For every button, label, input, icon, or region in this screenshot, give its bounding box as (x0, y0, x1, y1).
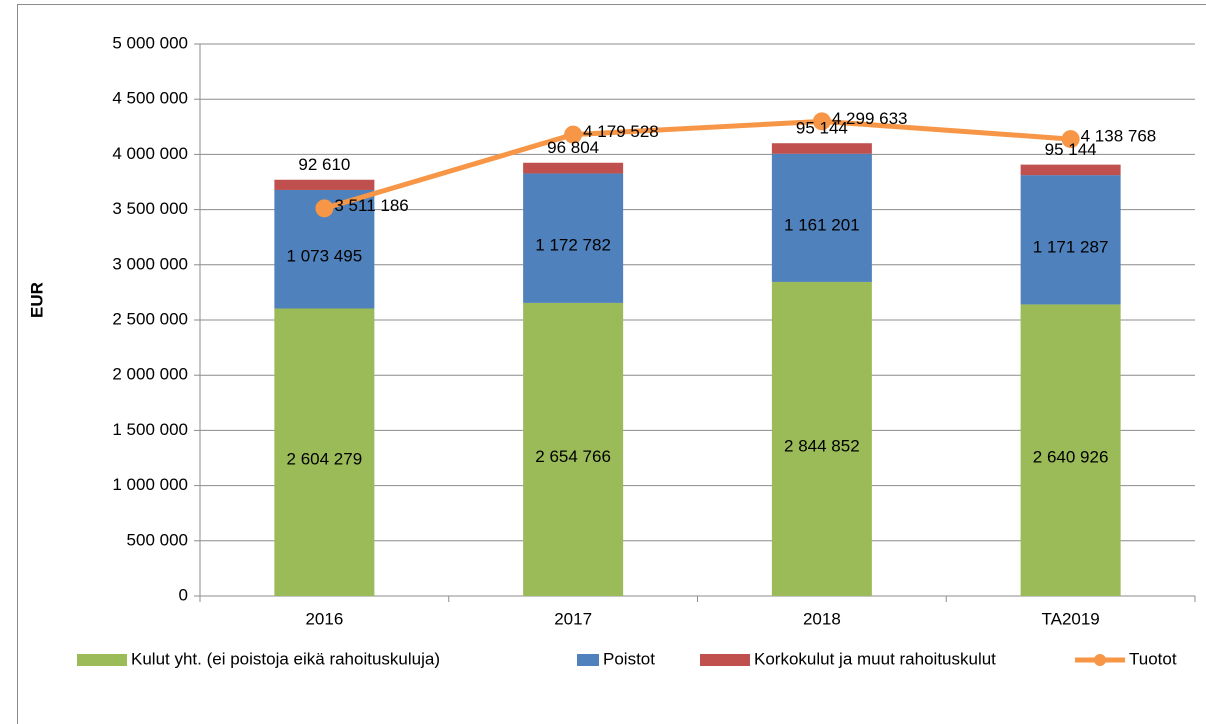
x-tick-label: 2016 (305, 609, 343, 628)
bar-segment (1020, 175, 1121, 305)
x-tick-label: TA2019 (1041, 609, 1099, 628)
y-tick-label: 2 500 000 (112, 309, 188, 328)
data-label: 96 804 (547, 138, 599, 157)
data-label: 1 073 495 (287, 247, 363, 266)
data-label: 2 640 926 (1033, 448, 1109, 467)
y-tick-label: 1 500 000 (112, 420, 188, 439)
legend-label: Korkokulut ja muut rahoituskulut (754, 649, 996, 668)
bar-segment (1020, 304, 1121, 596)
legend-swatch (700, 654, 750, 666)
data-label: 4 138 768 (1081, 127, 1157, 146)
line (323, 118, 1071, 211)
legend-label: Tuotot (1129, 649, 1177, 668)
bar-segment (771, 153, 872, 282)
data-label: 1 171 287 (1033, 237, 1109, 256)
x-tick-label: 2017 (554, 609, 592, 628)
bar-segment (523, 173, 624, 303)
line-marker (812, 112, 831, 131)
bar-segment (771, 143, 872, 154)
y-tick-label: 500 000 (127, 530, 188, 549)
bar-segment (274, 308, 375, 596)
bar-segment (1020, 164, 1121, 176)
y-tick-label: 2 000 000 (112, 365, 188, 384)
legend-label: Kulut yht. (ei poistoja eikä rahoituskul… (131, 649, 440, 668)
data-label: 3 511 186 (334, 196, 408, 215)
data-label: 1 161 201 (784, 215, 860, 234)
line-marker (564, 125, 583, 144)
bar-segment (771, 281, 872, 596)
data-label: 92 610 (298, 155, 350, 174)
legend-swatch (577, 654, 599, 666)
legend-marker (1094, 654, 1106, 666)
data-label: 1 172 782 (535, 236, 611, 255)
legend-swatch (77, 654, 127, 666)
bar-segment (523, 302, 624, 596)
bar-segment (274, 179, 375, 190)
line-marker (1061, 130, 1080, 149)
y-tick-label: 4 000 000 (112, 144, 188, 163)
data-label: 2 604 279 (287, 450, 363, 469)
line-marker (315, 199, 334, 218)
bar-segment (523, 162, 624, 174)
y-axis-label: EUR (27, 282, 46, 318)
data-label: 95 144 (1045, 140, 1097, 159)
legend-label: Poistot (603, 649, 655, 668)
data-label: 4 179 528 (583, 122, 659, 141)
y-tick-label: 3 000 000 (112, 254, 188, 273)
data-label: 4 299 633 (832, 109, 908, 128)
y-tick-label: 0 (179, 585, 188, 604)
y-tick-label: 3 500 000 (112, 199, 188, 218)
x-tick-label: 2018 (803, 609, 841, 628)
y-tick-label: 1 000 000 (112, 475, 188, 494)
data-label: 2 654 766 (535, 447, 611, 466)
y-tick-label: 4 500 000 (112, 89, 188, 108)
data-label: 95 144 (796, 119, 848, 138)
y-tick-label: 5 000 000 (112, 33, 188, 52)
data-label: 2 844 852 (784, 436, 860, 455)
